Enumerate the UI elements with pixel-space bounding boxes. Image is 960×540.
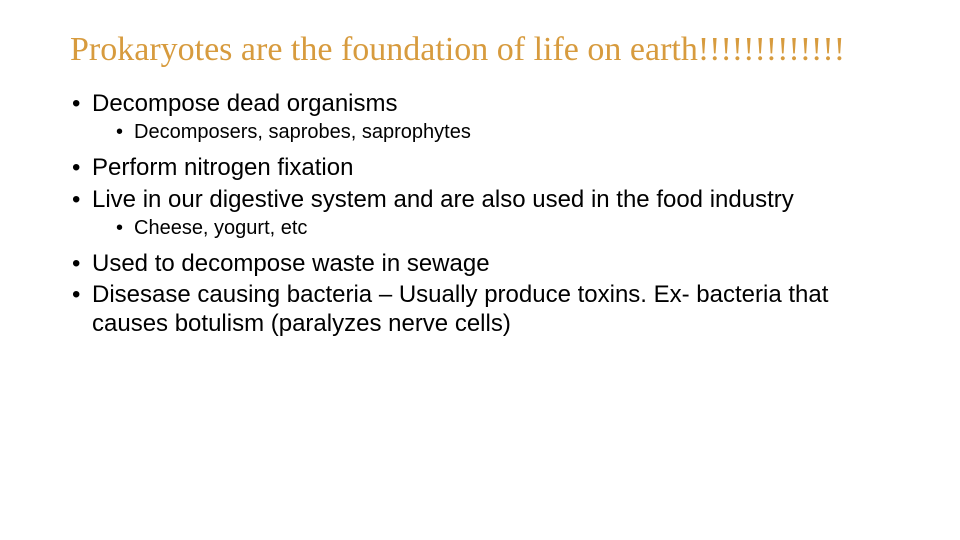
sub-bullet-list: Cheese, yogurt, etc <box>92 216 890 241</box>
list-item: Disesase causing bacteria – Usually prod… <box>70 280 890 339</box>
bullet-text: Used to decompose waste in sewage <box>92 250 490 277</box>
bullet-list: Decompose dead organisms Decomposers, sa… <box>70 89 890 339</box>
list-item: Cheese, yogurt, etc <box>92 216 890 241</box>
list-item: Perform nitrogen fixation <box>70 153 890 182</box>
list-item: Live in our digestive system and are als… <box>70 185 890 241</box>
slide-title: Prokaryotes are the foundation of life o… <box>70 30 890 69</box>
list-item: Decompose dead organisms Decomposers, sa… <box>70 89 890 145</box>
bullet-text: Decomposers, saprobes, saprophytes <box>134 121 471 143</box>
bullet-text: Cheese, yogurt, etc <box>134 217 307 239</box>
sub-bullet-list: Decomposers, saprobes, saprophytes <box>92 120 890 145</box>
list-item: Used to decompose waste in sewage <box>70 249 890 278</box>
bullet-text: Perform nitrogen fixation <box>92 154 353 181</box>
slide: Prokaryotes are the foundation of life o… <box>0 0 960 540</box>
list-item: Decomposers, saprobes, saprophytes <box>92 120 890 145</box>
bullet-text: Decompose dead organisms <box>92 90 398 117</box>
bullet-text: Live in our digestive system and are als… <box>92 186 794 213</box>
bullet-text: Disesase causing bacteria – Usually prod… <box>92 281 828 337</box>
